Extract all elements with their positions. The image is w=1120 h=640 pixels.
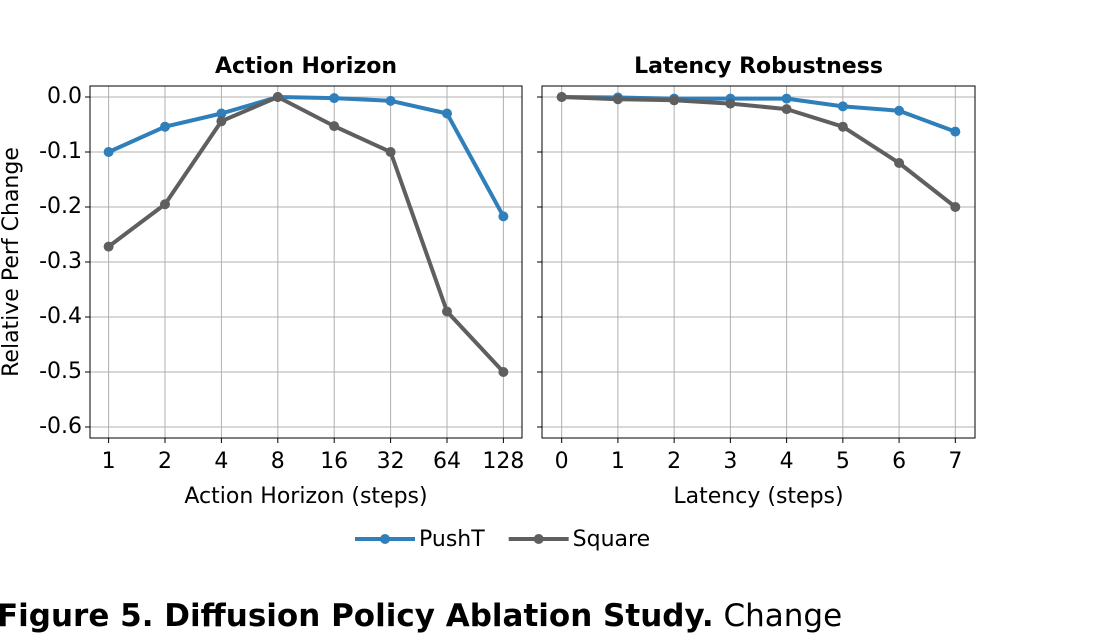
x-tick-label: 32 <box>377 449 405 474</box>
point <box>103 147 114 157</box>
point <box>160 121 171 132</box>
legend-marker <box>380 534 390 544</box>
y-tick-label: -0.4 <box>39 304 82 329</box>
caption-bold: Figure 5. Diffusion Policy Ablation Stud… <box>0 598 714 634</box>
legend-label: PushT <box>419 527 485 552</box>
x-axis-label: Latency (steps) <box>673 484 843 509</box>
point <box>385 147 396 157</box>
point <box>216 108 227 119</box>
point <box>272 92 283 102</box>
point <box>498 367 509 377</box>
x-tick-label: 8 <box>271 449 285 474</box>
x-tick-label: 2 <box>667 449 681 474</box>
point <box>837 121 848 132</box>
x-tick-label: 4 <box>214 449 228 474</box>
point <box>441 306 452 317</box>
y-tick-label: -0.5 <box>39 359 82 384</box>
point <box>669 95 680 106</box>
point <box>160 199 171 210</box>
point <box>894 105 905 116</box>
x-tick-label: 1 <box>611 449 625 474</box>
point <box>781 93 792 104</box>
y-tick-label: 0.0 <box>47 84 82 109</box>
caption: Figure 5. Diffusion Policy Ablation Stud… <box>0 598 842 634</box>
y-tick-label: -0.6 <box>39 414 82 439</box>
caption-text: Change <box>714 598 843 634</box>
x-tick-label: 7 <box>948 449 962 474</box>
point <box>385 95 396 106</box>
plot-frame <box>541 85 976 439</box>
point <box>725 98 736 109</box>
y-tick-label: -0.1 <box>39 139 82 164</box>
point <box>103 241 114 252</box>
x-tick-label: 4 <box>780 449 794 474</box>
legend-label: Square <box>573 527 650 552</box>
point <box>329 121 340 132</box>
x-tick-label: 64 <box>433 449 461 474</box>
point <box>781 104 792 115</box>
point <box>612 94 623 105</box>
point <box>216 116 227 127</box>
point <box>950 126 961 137</box>
x-axis-label: Action Horizon (steps) <box>184 484 427 509</box>
point <box>894 158 905 168</box>
legend-marker <box>533 534 544 544</box>
x-tick-label: 0 <box>555 449 569 474</box>
series-line <box>107 95 505 374</box>
x-tick-label: 16 <box>320 449 348 474</box>
x-tick-label: 1 <box>102 449 116 474</box>
subplot-title: Action Horizon <box>215 54 397 79</box>
x-tick-label: 3 <box>723 449 737 474</box>
x-tick-label: 128 <box>482 449 524 474</box>
point <box>441 108 452 119</box>
series-line <box>561 95 957 209</box>
plot-frame <box>89 85 523 439</box>
x-tick-label: 5 <box>836 449 850 474</box>
point <box>950 202 961 212</box>
point <box>498 211 509 222</box>
series-line <box>107 95 506 218</box>
x-tick-label: 6 <box>892 449 906 474</box>
point <box>329 93 340 104</box>
point <box>837 101 848 112</box>
y-axis-label: Relative Perf Change <box>0 147 24 377</box>
x-tick-label: 2 <box>158 449 172 474</box>
subplot-title: Latency Robustness <box>634 54 883 79</box>
point <box>556 92 567 102</box>
y-tick-label: -0.2 <box>39 194 82 219</box>
y-tick-label: -0.3 <box>39 249 82 274</box>
